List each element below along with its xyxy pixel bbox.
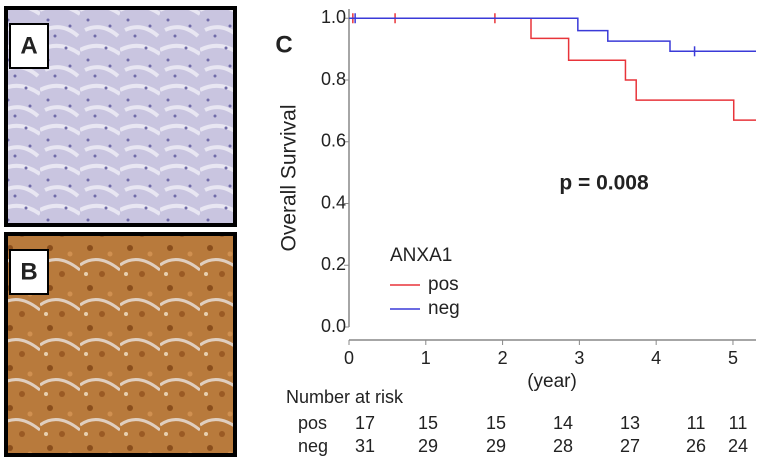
x-tick-label: 2	[498, 348, 508, 368]
y-tick-label: 1.0	[321, 7, 346, 27]
risk-value: 14	[553, 413, 573, 433]
y-tick-label: 0.8	[321, 69, 346, 89]
y-tick-label: 0.2	[321, 254, 346, 274]
risk-value: 31	[355, 436, 375, 456]
survival-curve	[349, 17, 756, 53]
legend-label: neg	[428, 298, 460, 319]
y-tick-label: 0.6	[321, 131, 346, 151]
survival-curve	[349, 17, 756, 121]
x-tick-label: 3	[574, 348, 584, 368]
legend-label: pos	[428, 274, 459, 295]
risk-value: 15	[486, 413, 506, 433]
risk-row-label: pos	[298, 413, 327, 433]
risk-value: 28	[553, 436, 573, 456]
legend-title: ANXA1	[390, 245, 452, 266]
panel-label: A	[20, 32, 37, 59]
risk-value: 17	[355, 413, 375, 433]
y-axis-label: Overall Survival	[278, 104, 301, 251]
x-axis-label: (year)	[527, 371, 577, 392]
risk-value: 11	[729, 413, 748, 433]
x-tick-label: 1	[421, 348, 431, 368]
x-tick-label: 4	[651, 348, 661, 368]
risk-value: 27	[620, 436, 640, 456]
panel-label: C	[275, 31, 292, 58]
p-value: p = 0.008	[559, 172, 649, 195]
y-tick-label: 0.4	[321, 192, 346, 212]
risk-row-label: neg	[298, 436, 328, 456]
risk-value: 15	[418, 413, 438, 433]
risk-title: Number at risk	[286, 387, 404, 407]
x-tick-label: 5	[728, 348, 738, 368]
label-box	[9, 249, 49, 295]
risk-value: 11	[687, 413, 706, 433]
risk-value: 26	[686, 436, 706, 456]
panel-label: B	[20, 258, 37, 285]
label-box	[9, 23, 49, 69]
risk-value: 29	[486, 436, 506, 456]
y-tick-label: 0.0	[321, 316, 346, 336]
risk-value: 24	[728, 436, 748, 456]
risk-value: 29	[418, 436, 438, 456]
x-tick-label: 0	[344, 348, 354, 368]
risk-value: 13	[620, 413, 640, 433]
